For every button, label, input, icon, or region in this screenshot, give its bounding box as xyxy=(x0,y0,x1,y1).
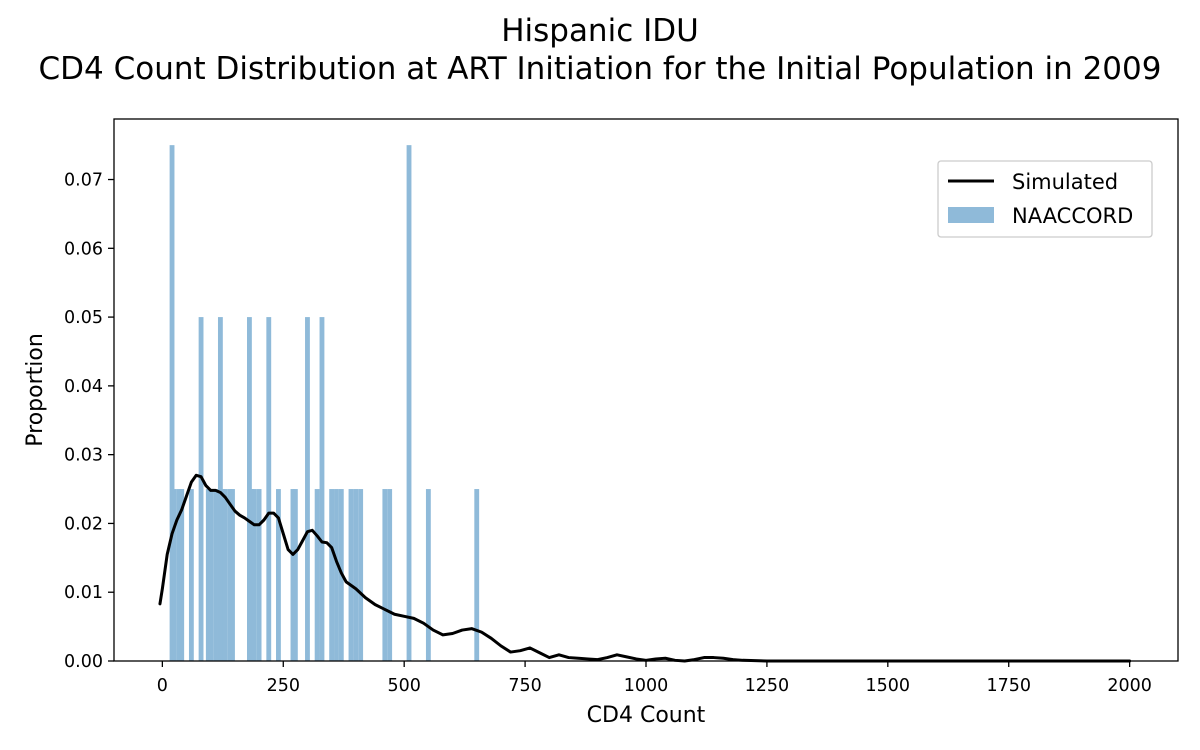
y-tick-label: 0.00 xyxy=(64,652,103,672)
legend-simulated-label: Simulated xyxy=(1012,170,1118,194)
x-tick-label: 2000 xyxy=(1107,676,1152,696)
naaccord-bar xyxy=(305,317,310,661)
naaccord-bar xyxy=(251,489,257,661)
naaccord-bar xyxy=(169,145,175,661)
naaccord-bar xyxy=(217,317,223,661)
y-tick-label: 0.02 xyxy=(64,514,103,534)
y-axis-label: Proportion xyxy=(23,333,48,447)
naaccord-bar xyxy=(222,489,228,661)
legend-naaccord-swatch xyxy=(948,207,994,223)
x-axis-label: CD4 Count xyxy=(587,703,706,728)
y-tick-label: 0.01 xyxy=(64,583,103,603)
naaccord-bar xyxy=(213,489,218,661)
naaccord-bar xyxy=(198,317,204,661)
chart-title-line1: Hispanic IDU xyxy=(501,13,699,49)
x-tick-label: 500 xyxy=(387,676,420,696)
x-tick-label: 0 xyxy=(157,676,168,696)
naaccord-bar xyxy=(256,489,262,661)
x-tick-label: 1500 xyxy=(866,676,911,696)
x-axis-ticks: 0 250 500 750 1000 1250 1500 1750 2000 xyxy=(157,661,1152,696)
legend: Simulated NAACCORD xyxy=(937,160,1153,238)
naaccord-bar xyxy=(406,145,412,661)
naaccord-bar xyxy=(353,489,359,661)
naaccord-bar xyxy=(382,489,388,661)
y-tick-label: 0.03 xyxy=(64,446,103,466)
naaccord-bar xyxy=(348,489,354,661)
x-tick-label: 1250 xyxy=(745,676,790,696)
naaccord-bar xyxy=(319,317,325,661)
naaccord-bar xyxy=(358,489,364,661)
naaccord-bar xyxy=(247,317,252,661)
naaccord-bar xyxy=(276,489,281,661)
y-axis-ticks: 0.00 0.01 0.02 0.03 0.04 0.05 0.06 0.07 xyxy=(64,171,114,672)
x-tick-label: 1000 xyxy=(624,676,669,696)
plot-area: 0 250 500 750 1000 1250 1500 1750 2000 0.000.010… xyxy=(64,118,1179,696)
naaccord-bar xyxy=(292,489,298,661)
naaccord-bar xyxy=(314,489,320,661)
naaccord-bar xyxy=(208,489,214,661)
naaccord-bar xyxy=(474,489,480,661)
y-tick-label: 0.06 xyxy=(64,239,103,259)
naaccord-bar xyxy=(329,489,335,661)
naaccord-bar xyxy=(172,489,177,661)
naaccord-bar xyxy=(425,489,431,661)
naaccord-bar xyxy=(227,489,233,661)
naaccord-bar xyxy=(179,489,185,661)
naaccord-bar xyxy=(334,489,339,661)
naaccord-bar xyxy=(266,317,272,661)
naaccord-bar xyxy=(387,489,393,661)
legend-naaccord-label: NAACCORD xyxy=(1012,204,1133,228)
naaccord-bar xyxy=(188,489,194,661)
y-tick-label: 0.05 xyxy=(64,308,103,328)
y-tick-label: 0.07 xyxy=(64,171,103,191)
naaccord-bar xyxy=(220,489,226,661)
x-tick-label: 1750 xyxy=(986,676,1031,696)
x-tick-label: 750 xyxy=(508,676,541,696)
chart-title-line2: CD4 Count Distribution at ART Initiation… xyxy=(39,51,1162,87)
naaccord-bar xyxy=(230,489,235,661)
x-tick-label: 250 xyxy=(267,676,300,696)
naaccord-bars xyxy=(169,145,480,661)
y-tick-label: 0.04 xyxy=(64,377,103,397)
